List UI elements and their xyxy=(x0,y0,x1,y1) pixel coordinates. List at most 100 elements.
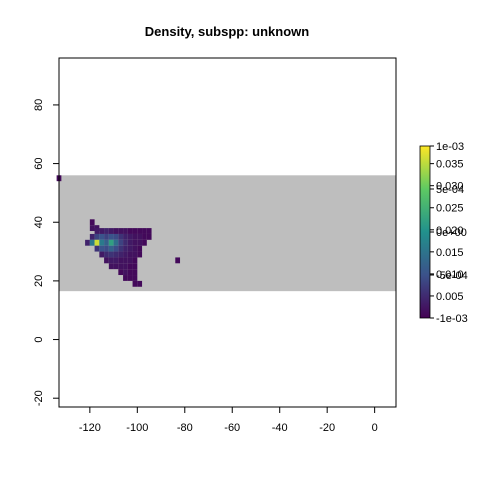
density-cells xyxy=(56,175,181,287)
density-cell xyxy=(118,245,124,252)
x-tick-label: -120 xyxy=(79,422,101,434)
density-cell xyxy=(85,239,90,246)
density-cell xyxy=(104,239,109,246)
density-cell xyxy=(137,245,143,252)
density-cell xyxy=(94,239,100,246)
colorbar-tick-label: 0.015 xyxy=(436,247,464,259)
colorbar-tick-label: 0.010 xyxy=(436,269,464,281)
colorbar-legend: 0.005 0.010 0.015 0.020 0.025 0.030 0.035 -1e-… xyxy=(419,141,468,325)
density-cell xyxy=(142,239,147,246)
density-cell xyxy=(142,228,147,234)
density-cell xyxy=(132,233,138,240)
x-tick-label: -80 xyxy=(177,422,193,434)
plot-frame xyxy=(58,57,397,408)
x-tick-label: -40 xyxy=(272,422,288,434)
colorbar xyxy=(419,145,431,319)
density-cell xyxy=(132,245,138,252)
density-cell xyxy=(132,239,138,246)
density-cell xyxy=(99,228,105,234)
density-cell xyxy=(123,245,128,252)
x-axis: -120 -100 -80 -60 -40 -20 0 xyxy=(79,407,378,434)
density-cell xyxy=(123,263,128,270)
density-cell xyxy=(137,233,143,240)
y-axis: -20 0 20 40 60 80 xyxy=(33,99,59,406)
density-cell xyxy=(127,263,133,270)
density-cell xyxy=(94,228,100,234)
density-cell xyxy=(89,219,95,226)
y-tick-label: -20 xyxy=(33,390,45,406)
density-cell xyxy=(123,233,128,240)
density-cell xyxy=(127,239,133,246)
density-cell xyxy=(118,263,124,270)
density-cell xyxy=(132,228,138,234)
density-cell xyxy=(127,245,133,252)
density-cell xyxy=(132,257,138,264)
density-cell xyxy=(127,228,133,234)
colorbar-tick-label: 0.025 xyxy=(436,203,464,215)
density-cell xyxy=(142,233,147,240)
y-tick-label: 0 xyxy=(33,336,45,342)
density-cell xyxy=(104,233,109,240)
density-cell xyxy=(175,257,181,264)
density-cell xyxy=(127,233,133,240)
y-tick-label: 20 xyxy=(33,275,45,287)
density-cell xyxy=(99,251,105,258)
colorbar-tick-label: 1e-03 xyxy=(436,141,464,153)
density-cell xyxy=(89,225,95,232)
density-cell xyxy=(113,239,119,246)
density-cell xyxy=(118,257,124,264)
density-cell xyxy=(108,251,114,258)
density-cell xyxy=(94,225,100,232)
density-cell xyxy=(108,257,114,264)
plot-area xyxy=(56,57,397,408)
density-cell xyxy=(108,233,114,240)
density-cell xyxy=(146,228,152,234)
density-cell xyxy=(108,228,114,234)
density-cell xyxy=(123,275,128,281)
colorbar-tick-label: 0.035 xyxy=(436,159,464,171)
density-cell xyxy=(94,233,100,240)
density-cell xyxy=(118,239,124,246)
density-cell xyxy=(137,280,143,287)
colorbar-tick-label: -5e-04 xyxy=(436,270,468,282)
y-tick-label: 60 xyxy=(33,157,45,169)
density-cell xyxy=(99,239,105,246)
x-tick-label: -100 xyxy=(126,422,148,434)
density-cell xyxy=(137,239,143,246)
density-cell xyxy=(123,269,128,276)
density-cell xyxy=(132,280,138,287)
colorbar-tick-label: 0e+00 xyxy=(436,227,467,239)
colorbar-tick-label: 5e-04 xyxy=(436,184,464,196)
density-cell xyxy=(113,228,119,234)
density-cell xyxy=(127,251,133,258)
density-cell xyxy=(104,251,109,258)
x-tick-label: -60 xyxy=(224,422,240,434)
density-cell xyxy=(137,228,143,234)
density-cell xyxy=(113,263,119,270)
density-cell xyxy=(123,239,128,246)
density-cell xyxy=(118,269,124,276)
density-cell xyxy=(123,251,128,258)
density-cell xyxy=(127,269,133,276)
density-cell xyxy=(127,257,133,264)
density-cell xyxy=(113,257,119,264)
density-cell xyxy=(99,233,105,240)
density-cell xyxy=(118,228,124,234)
colorbar-tick-label: -1e-03 xyxy=(436,313,468,325)
density-cell xyxy=(108,239,114,246)
density-cell xyxy=(132,251,138,258)
density-cell xyxy=(108,245,114,252)
density-cell xyxy=(123,228,128,234)
density-cell xyxy=(113,233,119,240)
density-cell xyxy=(104,257,109,264)
density-cell xyxy=(99,245,105,252)
chart-title: Density, subspp: unknown xyxy=(145,24,309,39)
colorbar-tick-label: 0.020 xyxy=(436,225,464,237)
density-cell xyxy=(113,245,119,252)
colorbar-labels-secondary: -1e-03 -5e-04 0e+00 5e-04 1e-03 xyxy=(430,141,468,325)
density-cell xyxy=(104,245,109,252)
density-cell xyxy=(118,251,124,258)
y-tick-label: 80 xyxy=(33,99,45,111)
x-tick-label: 0 xyxy=(372,422,378,434)
